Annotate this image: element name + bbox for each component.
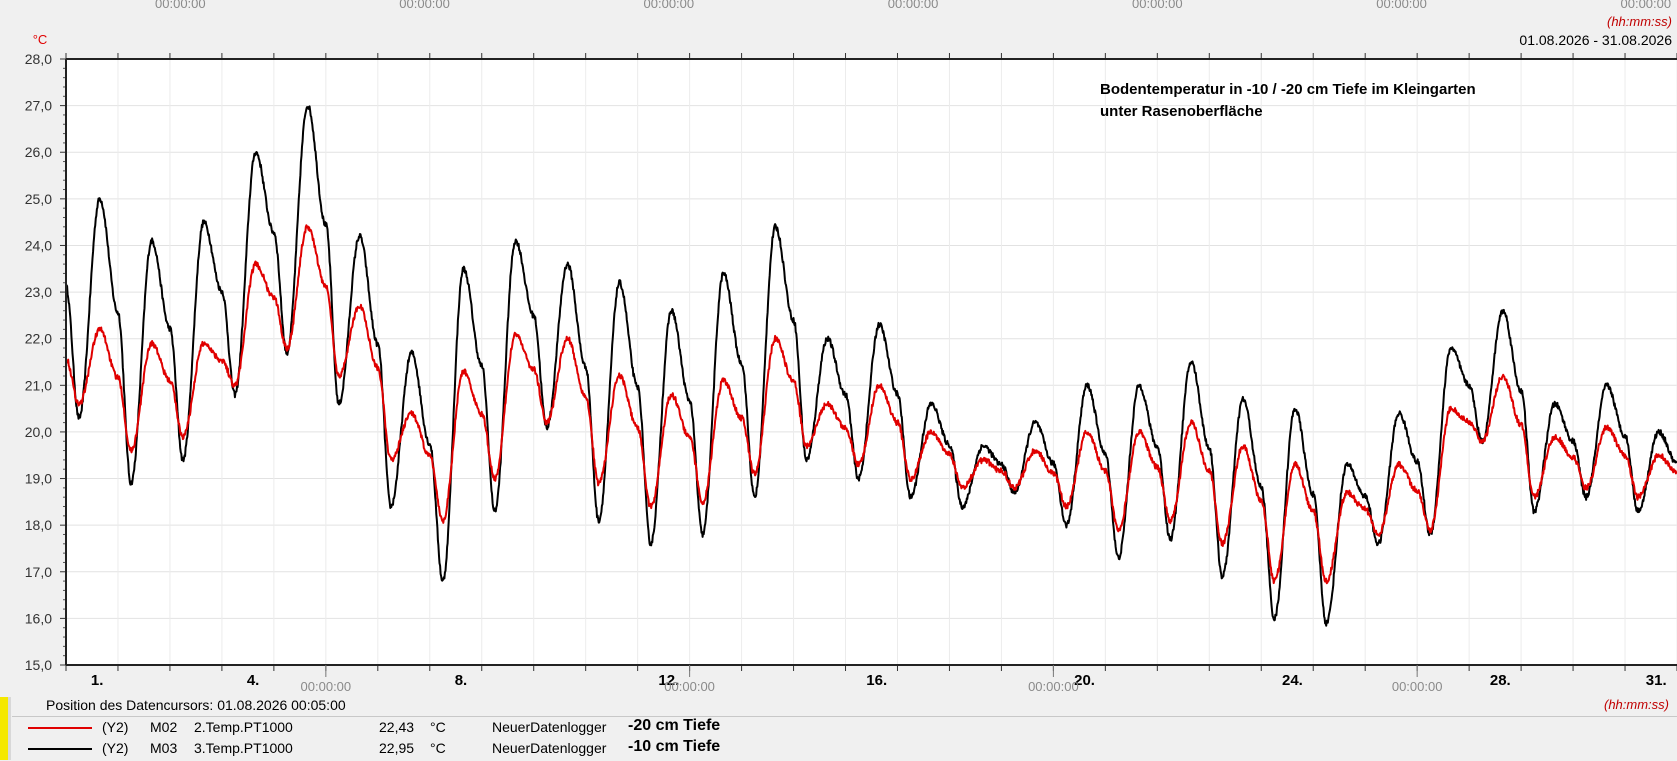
y-tick-label: 27,0 — [25, 98, 52, 114]
legend-row-m02[interactable]: (Y2) M02 2.Temp.PT1000 22,43 °C NeuerDat… — [12, 717, 1677, 737]
y-tick-label: 20,0 — [25, 424, 52, 440]
legend-depth: -20 cm Tiefe — [628, 717, 721, 734]
chart-title-line-1: Bodentemperatur in -10 / -20 cm Tiefe im… — [1100, 81, 1476, 98]
y-tick-label: 28,0 — [25, 51, 52, 67]
x-day-label: 24. — [1282, 672, 1303, 689]
y-tick-label: 25,0 — [25, 191, 52, 207]
y-tick-label: 22,0 — [25, 331, 52, 347]
grid-lines — [65, 58, 1677, 666]
legend-axis: (Y2) — [102, 719, 129, 735]
series-layer — [65, 105, 1677, 627]
y-axis-unit-label: °C — [33, 32, 48, 47]
y-tick-label: 21,0 — [25, 377, 52, 393]
x-day-label: 4. — [247, 672, 260, 689]
series-line-minus-20cm[interactable] — [65, 224, 1677, 585]
x-top-time-label: 00:00:00 — [399, 0, 450, 11]
x-top-time-label: 00:00:00 — [1621, 0, 1672, 11]
legend-axis: (Y2) — [102, 740, 129, 756]
y-tick-label: 26,0 — [25, 144, 52, 160]
series-color-swatch — [28, 727, 92, 729]
time-format-label-top: (hh:mm:ss) — [1607, 14, 1672, 29]
y-tick-label: 16,0 — [25, 610, 52, 626]
legend-logger: NeuerDatenlogger — [492, 740, 607, 756]
time-format-label-bottom: (hh:mm:ss) — [1604, 697, 1669, 712]
x-day-label: 8. — [455, 672, 468, 689]
axis-labels: 15,0 16,0 17,0 18,0 19,0 20,0 21,0 22,0 23,0 24,0… — [25, 0, 1671, 694]
legend-value: 22,43 — [379, 719, 415, 735]
legend-logger: NeuerDatenlogger — [492, 719, 607, 735]
temperature-chart[interactable]: 15,0 16,0 17,0 18,0 19,0 20,0 21,0 22,0 23,0 24,0… — [0, 0, 1677, 697]
y-tick-label: 18,0 — [25, 517, 52, 533]
y-tick-label: 15,0 — [25, 657, 52, 673]
x-top-time-label: 00:00:00 — [1376, 0, 1427, 11]
y-tick-label: 19,0 — [25, 471, 52, 487]
x-day-label: 1. — [91, 672, 104, 689]
x-time-label: 00:00:00 — [1028, 679, 1079, 694]
date-range-label: 01.08.2026 - 31.08.2026 — [1519, 32, 1672, 48]
axes — [60, 53, 1677, 677]
legend-unit: °C — [430, 740, 446, 756]
legend-channel: M02 — [150, 719, 178, 735]
x-time-label: 00:00:00 — [1392, 679, 1443, 694]
x-day-label: 20. — [1074, 672, 1095, 689]
x-day-label: 31. — [1646, 672, 1667, 689]
x-day-label: 28. — [1490, 672, 1511, 689]
x-top-time-label: 00:00:00 — [1132, 0, 1183, 11]
y-tick-label: 23,0 — [25, 284, 52, 300]
legend-channel: M03 — [150, 740, 178, 756]
legend-depth: -10 cm Tiefe — [628, 738, 721, 755]
x-top-time-label: 00:00:00 — [155, 0, 206, 11]
x-day-label: 16. — [866, 672, 887, 689]
legend-unit: °C — [430, 719, 446, 735]
y-tick-label: 24,0 — [25, 237, 52, 253]
legend-value: 22,95 — [379, 740, 415, 756]
data-cursor-position: Position des Datencursors: 01.08.2026 00… — [46, 697, 346, 713]
y-tick-label: 17,0 — [25, 564, 52, 580]
x-time-label: 00:00:00 — [301, 679, 352, 694]
legend-panel: (Y2) M02 2.Temp.PT1000 22,43 °C NeuerDat… — [12, 716, 1677, 761]
legend-row-m03[interactable]: (Y2) M03 3.Temp.PT1000 22,95 °C NeuerDat… — [12, 738, 1677, 758]
series-color-swatch — [28, 748, 92, 750]
x-time-label: 00:00:00 — [664, 679, 715, 694]
x-top-time-label: 00:00:00 — [888, 0, 939, 11]
legend-sensor: 2.Temp.PT1000 — [194, 719, 293, 735]
chart-title-line-2: unter Rasenoberfläche — [1100, 103, 1263, 120]
legend-sensor: 3.Temp.PT1000 — [194, 740, 293, 756]
x-day-label: 12. — [658, 672, 679, 689]
x-top-time-label: 00:00:00 — [644, 0, 695, 11]
